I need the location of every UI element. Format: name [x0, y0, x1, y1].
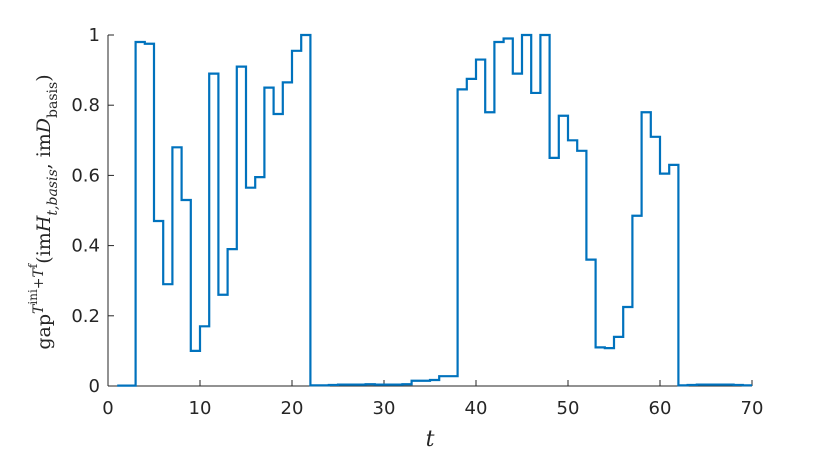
x-tick-label: 40	[465, 398, 488, 419]
y-tick-label: 0.8	[71, 95, 100, 116]
x-tick-label: 50	[557, 398, 580, 419]
y-tick-label: 0	[89, 376, 100, 397]
y-axis-label-part: T	[31, 303, 47, 314]
y-axis-label-part: (im	[33, 232, 55, 264]
y-axis-label-part: gap	[33, 314, 55, 350]
y-axis-label-part: , im	[33, 133, 55, 169]
y-tick-label: 0.2	[71, 306, 100, 327]
y-axis-label-part: ini	[26, 289, 40, 305]
y-axis-label: gapTini+Tf(imHt,basis, imDbasis)	[26, 74, 61, 349]
x-tick-label: 30	[373, 398, 396, 419]
y-axis-label-part: f	[26, 262, 40, 268]
y-axis-label-part: )	[33, 74, 55, 81]
y-tick-label: 0.6	[71, 165, 100, 186]
x-tick-label: 60	[649, 398, 672, 419]
y-axis-label-part: D	[33, 118, 55, 134]
y-axis-label-part: t,basis	[45, 169, 61, 215]
stairs-line	[117, 33, 752, 387]
x-tick-label: 10	[189, 398, 212, 419]
y-tick-label: 0.4	[71, 236, 100, 257]
y-axis-label-part: H	[33, 215, 55, 233]
x-tick-label: 0	[102, 398, 113, 419]
x-axis-label: t	[426, 427, 435, 452]
x-tick-label: 70	[741, 398, 764, 419]
y-axis-label-part: +T	[31, 266, 47, 289]
y-tick-label: 1	[89, 25, 100, 46]
x-tick-label: 20	[281, 398, 304, 419]
y-axis-label-part: basis	[45, 82, 61, 118]
